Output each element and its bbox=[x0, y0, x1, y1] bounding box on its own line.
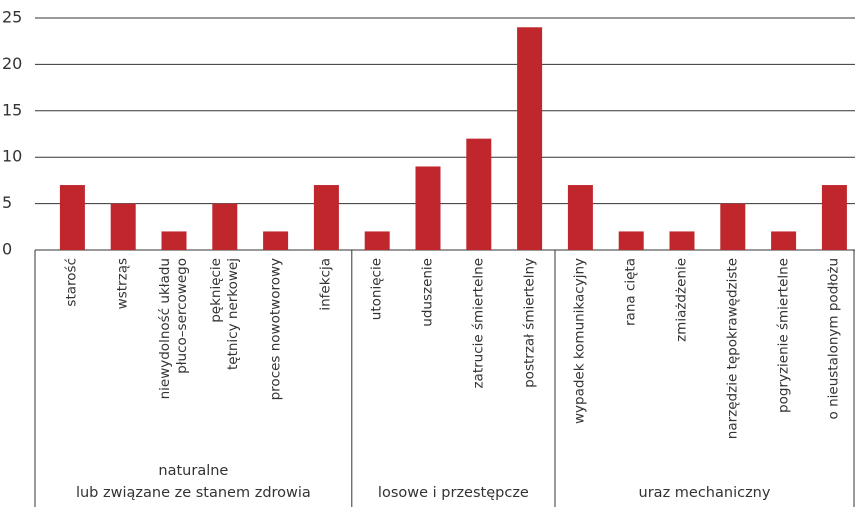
bar bbox=[567, 185, 593, 250]
x-tick-label: narzędzie tępokrawędziste bbox=[724, 258, 741, 440]
bar bbox=[59, 185, 85, 250]
x-tick-label: proces nowotworowy bbox=[267, 258, 284, 401]
x-tick-label: utonięcie bbox=[368, 258, 385, 321]
x-tick-label: zatrucie śmiertelne bbox=[470, 258, 487, 389]
x-tick-label: rana cięta bbox=[622, 258, 639, 326]
y-tick-label: 5 bbox=[2, 193, 12, 212]
bar bbox=[466, 138, 492, 250]
bar bbox=[161, 231, 187, 250]
x-tick-label: pogryzienie śmiertelne bbox=[775, 258, 792, 413]
x-tick-label: o nieustalonym podłożu bbox=[825, 258, 842, 420]
bar bbox=[364, 231, 390, 250]
group-label: losowe i przestępcze bbox=[377, 485, 529, 501]
group-label: naturalne lub związane ze stanem zdrowia bbox=[75, 463, 311, 501]
x-tick-label: wypadek komunikacyjny bbox=[571, 258, 588, 425]
bar bbox=[618, 231, 644, 250]
bar bbox=[669, 231, 695, 250]
bar bbox=[720, 203, 746, 250]
bar bbox=[517, 27, 543, 251]
bar bbox=[212, 203, 238, 250]
bar bbox=[771, 231, 797, 250]
y-tick-label: 25 bbox=[2, 8, 22, 27]
bar bbox=[313, 185, 339, 250]
x-tick-label: wstrząs bbox=[114, 258, 131, 310]
group-label: uraz mechaniczny bbox=[638, 485, 771, 501]
x-tick-label: niewydolność układu płuco–sercowego bbox=[157, 258, 190, 400]
bar bbox=[415, 166, 441, 250]
x-tick-label: postrzał śmiertelny bbox=[521, 258, 538, 388]
y-tick-label: 15 bbox=[2, 100, 22, 119]
bar bbox=[110, 203, 136, 250]
x-tick-label: uduszenie bbox=[419, 258, 436, 327]
x-tick-label: pęknięcie tętnicy nerkowej bbox=[207, 258, 241, 371]
y-tick-label: 10 bbox=[2, 147, 22, 166]
bar bbox=[263, 231, 289, 250]
y-tick-label: 0 bbox=[2, 240, 12, 259]
x-tick-label: starość bbox=[63, 258, 80, 307]
y-tick-label: 20 bbox=[2, 54, 22, 73]
x-tick-label: zmiażdżenie bbox=[673, 258, 690, 342]
x-tick-label: infekcja bbox=[317, 258, 334, 311]
bar bbox=[821, 185, 847, 250]
